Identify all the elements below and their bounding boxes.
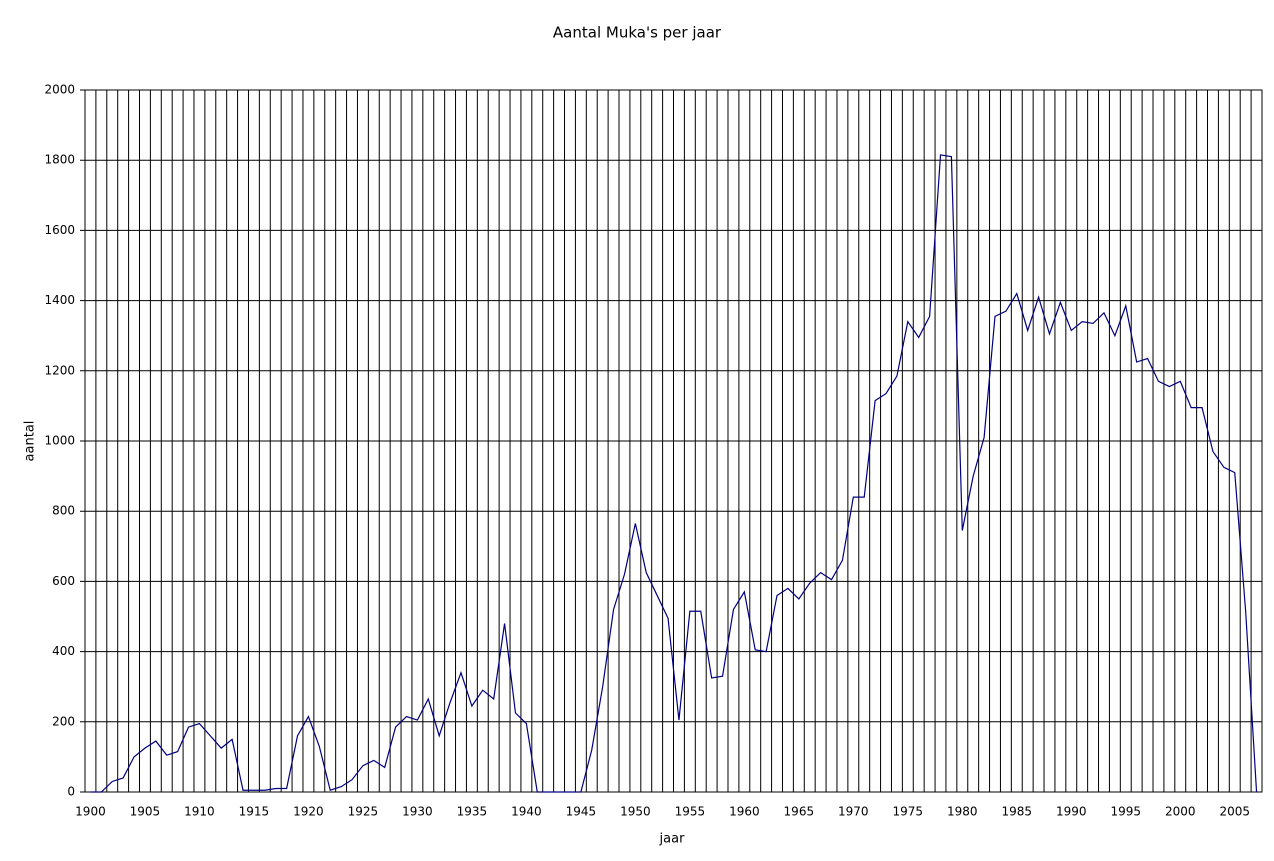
y-axis-title: aantal bbox=[23, 421, 38, 462]
y-tick-label: 1600 bbox=[44, 223, 75, 237]
x-tick-label: 1910 bbox=[184, 805, 215, 819]
y-tick-label: 0 bbox=[67, 785, 75, 799]
x-tick-label: 1980 bbox=[947, 805, 978, 819]
y-tick-label: 1200 bbox=[44, 363, 75, 377]
x-tick-label: 1975 bbox=[893, 805, 924, 819]
data-line bbox=[90, 154, 1258, 793]
y-tick-label: 400 bbox=[52, 644, 75, 658]
x-tick-label: 1945 bbox=[566, 805, 597, 819]
x-axis-title: jaar bbox=[659, 832, 686, 847]
x-tick-label: 1990 bbox=[1056, 805, 1087, 819]
x-tick-label: 1985 bbox=[1002, 805, 1033, 819]
x-tick-label: 1955 bbox=[675, 805, 706, 819]
x-tick-label: 1920 bbox=[293, 805, 324, 819]
y-tick-label: 1000 bbox=[44, 434, 75, 448]
y-tick-label: 2000 bbox=[44, 83, 75, 97]
y-tick-label: 1800 bbox=[44, 153, 75, 167]
x-tick-label: 1925 bbox=[348, 805, 379, 819]
x-tick-label: 1905 bbox=[130, 805, 161, 819]
x-tick-label: 1935 bbox=[457, 805, 488, 819]
plot-frame bbox=[84, 89, 1263, 793]
x-tick-label: 1960 bbox=[729, 805, 760, 819]
x-tick-label: 2005 bbox=[1219, 805, 1250, 819]
x-tick-label: 1915 bbox=[239, 805, 270, 819]
x-tick-label: 1930 bbox=[402, 805, 433, 819]
x-tick-label: 1970 bbox=[838, 805, 869, 819]
y-tick-label: 1400 bbox=[44, 293, 75, 307]
y-tick-label: 600 bbox=[52, 574, 75, 588]
x-tick-label: 2000 bbox=[1165, 805, 1196, 819]
y-tick-label: 800 bbox=[52, 504, 75, 518]
x-tick-label: 1940 bbox=[511, 805, 542, 819]
x-tick-label: 1995 bbox=[1110, 805, 1141, 819]
x-tick-label: 1965 bbox=[784, 805, 815, 819]
y-tick-label: 200 bbox=[52, 714, 75, 728]
chart-title: Aantal Muka's per jaar bbox=[553, 24, 722, 42]
x-tick-label: 1950 bbox=[620, 805, 651, 819]
x-tick-label: 1900 bbox=[75, 805, 106, 819]
